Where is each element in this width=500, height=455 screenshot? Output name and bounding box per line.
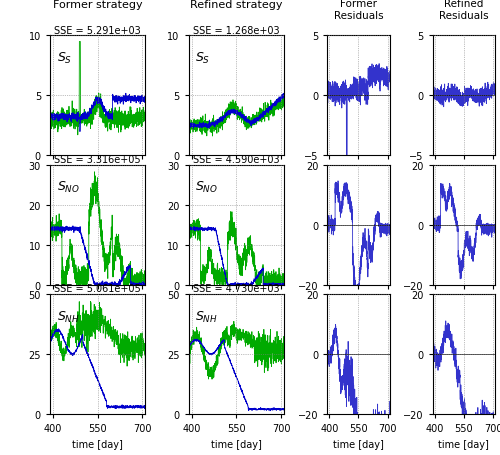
Title: SSE = 5.291e+03: SSE = 5.291e+03 (54, 25, 141, 35)
Text: Refined strategy: Refined strategy (190, 0, 282, 10)
X-axis label: time [day]: time [day] (333, 439, 384, 449)
Text: $S_{NH}$: $S_{NH}$ (196, 309, 218, 324)
Title: SSE = 1.268e+03: SSE = 1.268e+03 (193, 25, 280, 35)
X-axis label: time [day]: time [day] (72, 439, 123, 449)
Text: Refined
Residuals: Refined Residuals (439, 0, 488, 21)
X-axis label: time [day]: time [day] (438, 439, 490, 449)
Title: SSE = 4.730e+03: SSE = 4.730e+03 (193, 284, 280, 294)
Text: Former strategy: Former strategy (53, 0, 142, 10)
Text: $S_{NH}$: $S_{NH}$ (56, 309, 80, 324)
Text: $S_{NO}$: $S_{NO}$ (196, 180, 218, 195)
Title: SSE = 5.061e+05: SSE = 5.061e+05 (54, 284, 141, 294)
Text: Former
Residuals: Former Residuals (334, 0, 383, 21)
Text: $S_S$: $S_S$ (196, 51, 210, 66)
Text: $S_S$: $S_S$ (56, 51, 72, 66)
X-axis label: time [day]: time [day] (211, 439, 262, 449)
Title: SSE = 3.316e+05: SSE = 3.316e+05 (54, 155, 141, 165)
Text: $S_{NO}$: $S_{NO}$ (56, 180, 80, 195)
Title: SSE = 4.590e+03: SSE = 4.590e+03 (193, 155, 280, 165)
